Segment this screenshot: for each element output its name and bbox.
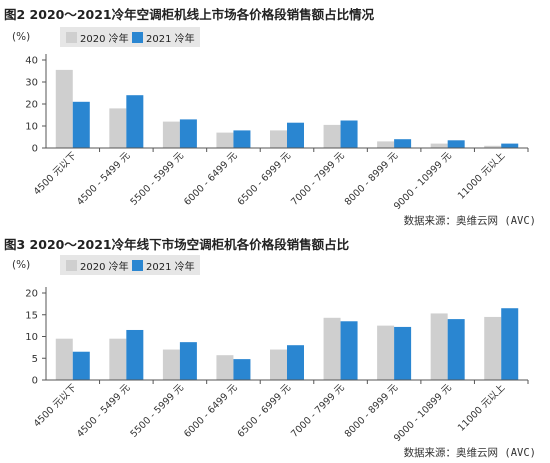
y-tick-label: 10	[25, 332, 38, 343]
figure-3: 图3 2020～2021冷年线下市场空调柜机各价格段销售额占比 (%) 2020…	[0, 232, 550, 463]
legend-swatch-2021	[132, 260, 143, 271]
bar-2021	[340, 120, 358, 148]
legend-label-2020: 2020 冷年	[80, 34, 129, 45]
bar-2020	[484, 316, 502, 380]
x-tick-label: 7000 - 7999 元	[289, 382, 347, 440]
legend-label-2021: 2021 冷年	[146, 34, 195, 45]
bar-2021	[501, 143, 519, 148]
bar-2020	[216, 132, 234, 148]
bar-2020	[484, 145, 502, 148]
bar-2021	[340, 321, 358, 380]
bar-2021	[447, 319, 465, 380]
chart-title: 图3 2020～2021冷年线下市场空调柜机各价格段销售额占比	[4, 237, 350, 252]
bar-2021	[126, 329, 144, 380]
bar-2021	[447, 140, 465, 148]
bar-2020	[323, 317, 341, 380]
bar-2020	[430, 313, 448, 380]
bar-2021	[72, 101, 90, 148]
bar-2020	[55, 69, 73, 148]
bar-2021	[287, 345, 304, 380]
x-tick-label: 9000 - 10999 元	[392, 150, 454, 212]
bar-2021	[179, 119, 197, 148]
legend-item-2020: 2020 冷年	[66, 30, 129, 45]
legend-label-2020: 2020 冷年	[80, 262, 129, 273]
x-tick-label: 4500 - 5499 元	[75, 150, 133, 208]
y-tick-label: 15	[25, 310, 38, 321]
chart-title: 图2 2020～2021冷年空调柜机线上市场各价格段销售额占比情况	[4, 7, 375, 22]
legend-item-2021: 2021 冷年	[132, 258, 195, 273]
data-source: 数据来源：奥维云网 (AVC)	[403, 215, 536, 227]
x-tick-label: 6000 - 6499 元	[182, 150, 240, 208]
bar-2020	[323, 124, 341, 148]
bar-2021	[179, 342, 197, 380]
x-tick-label: 11000 元以上	[456, 382, 508, 434]
x-tick-label: 11000 元以上	[456, 150, 508, 202]
bar-2021	[72, 351, 90, 380]
y-tick-label: 40	[25, 56, 38, 67]
x-tick-label: 9000 - 10899 元	[392, 382, 454, 444]
y-tick-label: 10	[25, 122, 38, 133]
bar-2021	[126, 95, 144, 148]
x-tick-label: 8000 - 8999 元	[343, 150, 401, 208]
y-tick-label: 0	[32, 376, 38, 387]
y-unit-label: (%)	[12, 259, 31, 271]
y-tick-label: 0	[32, 144, 38, 155]
legend-swatch-2020	[66, 260, 77, 271]
y-tick-label: 20	[25, 289, 38, 300]
y-tick-label: 5	[32, 354, 38, 365]
x-tick-label: 8000 - 8999 元	[343, 382, 401, 440]
bar-2021	[233, 130, 251, 148]
bar-2020	[55, 338, 73, 380]
bar-2021	[501, 308, 519, 380]
bar-2020	[430, 143, 448, 148]
data-source: 数据来源：奥维云网 (AVC)	[403, 447, 536, 459]
bar-2020	[162, 121, 180, 148]
y-tick-label: 20	[25, 100, 38, 111]
legend-item-2020: 2020 冷年	[66, 258, 129, 273]
bar-2020	[270, 349, 287, 380]
x-tick-label: 5500 - 5999 元	[128, 382, 186, 440]
y-unit-label: (%)	[12, 31, 31, 43]
bar-2020	[109, 108, 127, 148]
bar-2021	[394, 139, 412, 148]
x-tick-label: 6500 - 6999 元	[236, 382, 294, 440]
bar-2020	[216, 355, 234, 380]
x-tick-label: 4500 元以下	[32, 150, 79, 197]
figure-2: 图2 2020～2021冷年空调柜机线上市场各价格段销售额占比情况 (%) 20…	[4, 7, 536, 227]
bar-2021	[287, 122, 304, 148]
legend: 2020 冷年 2021 冷年	[60, 255, 200, 275]
x-tick-label: 6500 - 6999 元	[236, 150, 294, 208]
x-tick-label: 5500 - 5999 元	[128, 150, 186, 208]
x-tick-label: 4500 元以下	[32, 382, 79, 429]
x-tick-label: 6000 - 6499 元	[182, 382, 240, 440]
legend-label-2021: 2021 冷年	[146, 262, 195, 273]
y-tick-label: 30	[25, 78, 38, 89]
bar-2020	[270, 130, 287, 148]
bar-2020	[377, 141, 395, 148]
bar-2020	[162, 349, 180, 380]
bar-2021	[233, 359, 251, 380]
bar-2020	[377, 325, 395, 380]
legend-swatch-2021	[132, 32, 143, 43]
legend-swatch-2020	[66, 32, 77, 43]
legend: 2020 冷年 2021 冷年	[60, 27, 200, 47]
x-tick-label: 4500 - 5499 元	[75, 382, 133, 440]
bar-2021	[394, 326, 412, 380]
legend-item-2021: 2021 冷年	[132, 30, 195, 45]
bar-2020	[109, 338, 127, 380]
x-tick-label: 7000 - 7999 元	[289, 150, 347, 208]
